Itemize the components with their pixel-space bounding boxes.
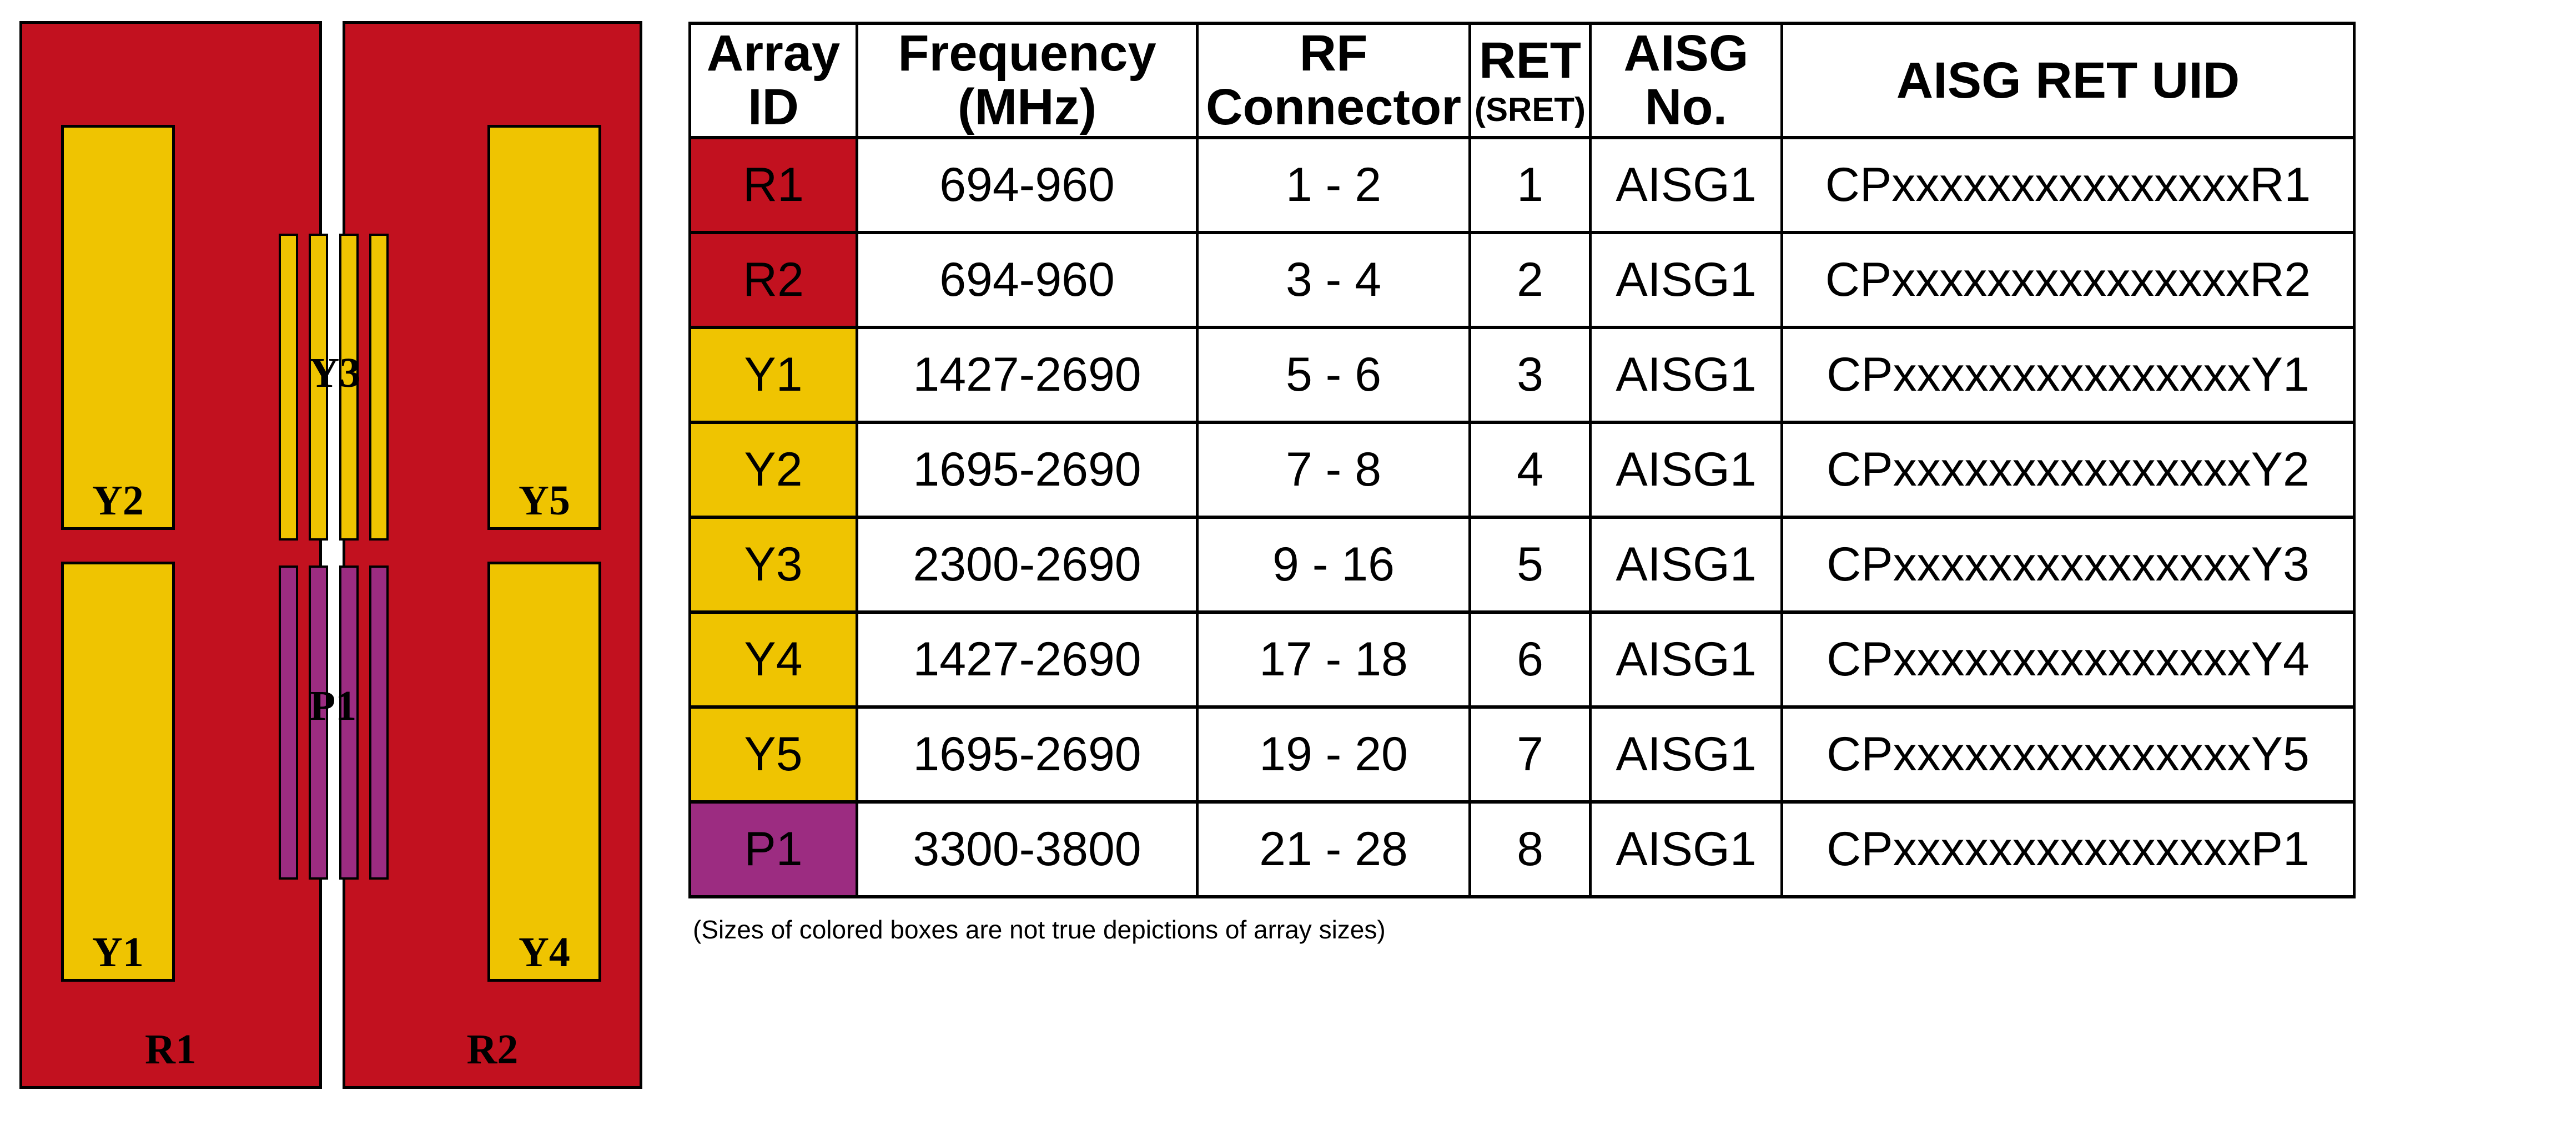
cell-rf-connector: 5 - 6 [1196,326,1471,424]
cell-array-id: R1 [688,136,858,234]
cell-array-id: Y1 [688,326,858,424]
cell-aisg-ret-uid: CPxxxxxxxxxxxxxxxY5 [1780,705,2356,804]
table-row: Y2 1695-2690 7 - 8 4 AISG1 CPxxxxxxxxxxx… [688,421,2356,519]
cell-aisg-no: AISG1 [1589,136,1783,234]
panel-r1-label: R1 [145,1026,197,1073]
array-spec-table: Array ID Frequency (MHz) RF Connector RE… [688,22,2356,898]
cell-aisg-no: AISG1 [1589,705,1783,804]
p1-strip-3 [339,565,359,880]
table-row: Y3 2300-2690 9 - 16 5 AISG1 CPxxxxxxxxxx… [688,516,2356,614]
cell-frequency: 1695-2690 [856,421,1199,519]
cell-array-id: Y2 [688,421,858,519]
array-p1-label: P1 [309,683,357,729]
cell-aisg-ret-uid: CPxxxxxxxxxxxxxxxR2 [1780,231,2356,329]
cell-ret: 7 [1468,705,1592,804]
array-box-y5: Y5 [487,125,601,530]
y3-strip-3 [339,234,359,541]
cell-aisg-no: AISG1 [1589,800,1783,898]
array-y3-label: Y3 [309,350,361,396]
cell-frequency: 1427-2690 [856,326,1199,424]
cell-rf-connector: 3 - 4 [1196,231,1471,329]
cell-aisg-no: AISG1 [1589,421,1783,519]
header-aisg-no: AISG No. [1589,22,1783,139]
y3-strip-4 [369,234,389,541]
array-box-y2: Y2 [61,125,175,530]
cell-aisg-no: AISG1 [1589,610,1783,709]
array-box-y4: Y4 [487,562,601,982]
header-array-id: Array ID [688,22,858,139]
cell-aisg-ret-uid: CPxxxxxxxxxxxxxxxR1 [1780,136,2356,234]
table-header-row: Array ID Frequency (MHz) RF Connector RE… [688,22,2356,139]
table-row: R2 694-960 3 - 4 2 AISG1 CPxxxxxxxxxxxxx… [688,231,2356,329]
header-aisg-ret-uid: AISG RET UID [1780,22,2356,139]
p1-strip-1 [279,565,298,880]
table-row: Y4 1427-2690 17 - 18 6 AISG1 CPxxxxxxxxx… [688,610,2356,709]
y3-strip-2 [309,234,328,541]
cell-rf-connector: 9 - 16 [1196,516,1471,614]
cell-rf-connector: 1 - 2 [1196,136,1471,234]
cell-aisg-ret-uid: CPxxxxxxxxxxxxxxxY4 [1780,610,2356,709]
cell-rf-connector: 17 - 18 [1196,610,1471,709]
cell-aisg-ret-uid: CPxxxxxxxxxxxxxxxP1 [1780,800,2356,898]
cell-rf-connector: 7 - 8 [1196,421,1471,519]
cell-frequency: 1695-2690 [856,705,1199,804]
table-row: Y1 1427-2690 5 - 6 3 AISG1 CPxxxxxxxxxxx… [688,326,2356,424]
cell-rf-connector: 19 - 20 [1196,705,1471,804]
cell-array-id: Y3 [688,516,858,614]
header-ret-sub: (SRET) [1475,90,1586,128]
cell-ret: 4 [1468,421,1592,519]
table-row: Y5 1695-2690 19 - 20 7 AISG1 CPxxxxxxxxx… [688,705,2356,804]
cell-aisg-ret-uid: CPxxxxxxxxxxxxxxxY1 [1780,326,2356,424]
cell-aisg-no: AISG1 [1589,326,1783,424]
header-frequency: Frequency (MHz) [856,22,1199,139]
array-box-y1: Y1 [61,562,175,982]
cell-frequency: 694-960 [856,136,1199,234]
header-rf-connector: RF Connector [1196,22,1471,139]
cell-array-id: R2 [688,231,858,329]
cell-frequency: 2300-2690 [856,516,1199,614]
cell-aisg-ret-uid: CPxxxxxxxxxxxxxxxY3 [1780,516,2356,614]
cell-frequency: 1427-2690 [856,610,1199,709]
cell-frequency: 3300-3800 [856,800,1199,898]
header-ret: RET (SRET) [1468,22,1592,139]
y3-strip-1 [279,234,298,541]
cell-aisg-ret-uid: CPxxxxxxxxxxxxxxxY2 [1780,421,2356,519]
array-box-y1-label: Y1 [92,929,144,976]
cell-ret: 2 [1468,231,1592,329]
cell-ret: 6 [1468,610,1592,709]
array-box-y2-label: Y2 [92,477,144,524]
array-box-y5-label: Y5 [519,477,570,524]
array-box-y4-label: Y4 [519,929,570,976]
cell-ret: 3 [1468,326,1592,424]
table-row: R1 694-960 1 - 2 1 AISG1 CPxxxxxxxxxxxxx… [688,136,2356,234]
cell-frequency: 694-960 [856,231,1199,329]
cell-aisg-no: AISG1 [1589,516,1783,614]
cell-ret: 5 [1468,516,1592,614]
p1-strip-2 [309,565,328,880]
cell-array-id: P1 [688,800,858,898]
panel-r2-label: R2 [466,1026,519,1073]
cell-ret: 1 [1468,136,1592,234]
cell-array-id: Y5 [688,705,858,804]
cell-rf-connector: 21 - 28 [1196,800,1471,898]
cell-aisg-no: AISG1 [1589,231,1783,329]
header-ret-main: RET [1479,32,1581,89]
cell-ret: 8 [1468,800,1592,898]
table-row: P1 3300-3800 21 - 28 8 AISG1 CPxxxxxxxxx… [688,800,2356,898]
size-disclaimer-note: (Sizes of colored boxes are not true dep… [693,915,1386,944]
cell-array-id: Y4 [688,610,858,709]
p1-strip-4 [369,565,389,880]
